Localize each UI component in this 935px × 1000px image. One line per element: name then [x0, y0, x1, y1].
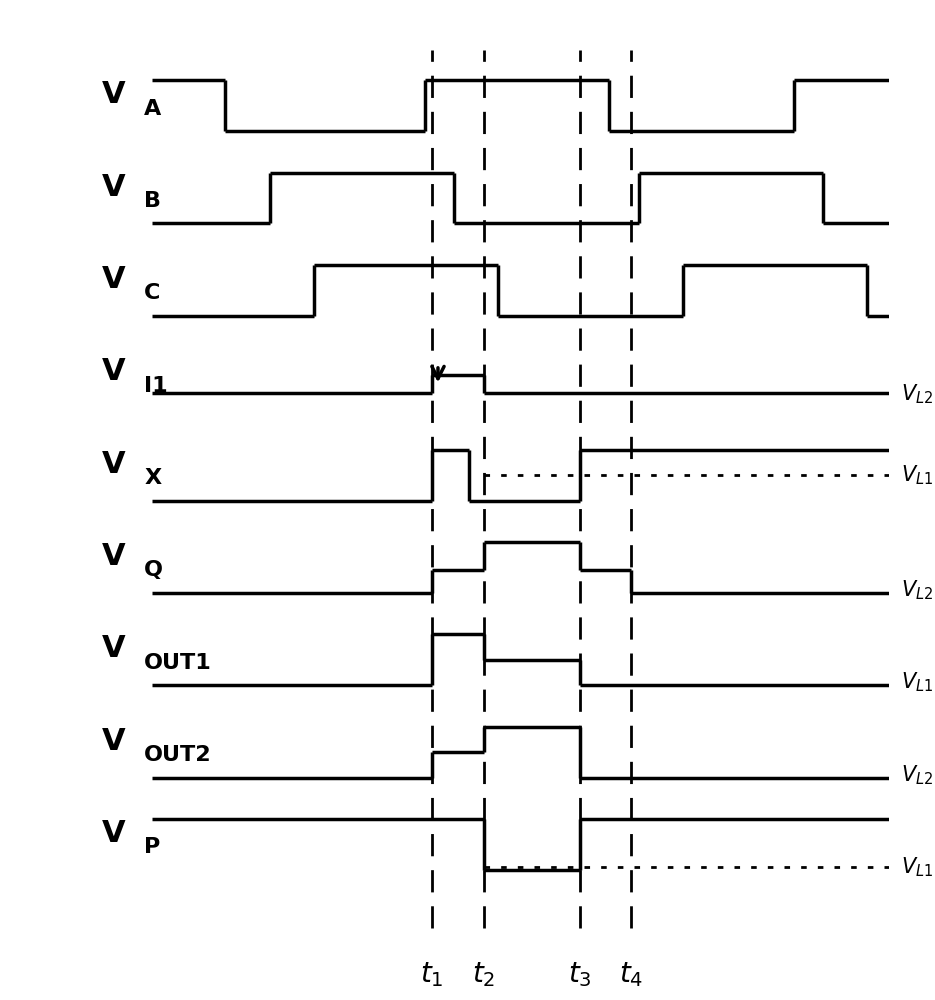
- Text: A: A: [144, 99, 162, 119]
- Text: $V_{L2}$: $V_{L2}$: [900, 579, 933, 602]
- Text: $t_4$: $t_4$: [619, 960, 643, 989]
- Text: C: C: [144, 283, 161, 303]
- Text: I1: I1: [144, 376, 168, 396]
- Text: OUT1: OUT1: [144, 653, 212, 673]
- Text: $t_2$: $t_2$: [472, 960, 496, 989]
- Text: V: V: [102, 357, 126, 386]
- Text: $V_{L1}$: $V_{L1}$: [900, 671, 933, 694]
- Text: V: V: [102, 727, 126, 756]
- Text: V: V: [102, 819, 126, 848]
- Text: X: X: [144, 468, 162, 488]
- Text: P: P: [144, 837, 161, 857]
- Text: V: V: [102, 450, 126, 479]
- Text: $t_1$: $t_1$: [421, 960, 444, 989]
- Text: OUT2: OUT2: [144, 745, 212, 765]
- Text: V: V: [102, 80, 126, 109]
- Text: $t_3$: $t_3$: [568, 960, 592, 989]
- Text: $V_{L2}$: $V_{L2}$: [900, 763, 933, 787]
- Text: V: V: [102, 542, 126, 571]
- Text: $V_{L2}$: $V_{L2}$: [900, 383, 933, 406]
- Text: V: V: [102, 265, 126, 294]
- Text: V: V: [102, 173, 126, 202]
- Text: Q: Q: [144, 560, 164, 580]
- Text: $V_{L1}$: $V_{L1}$: [900, 856, 933, 879]
- Text: V: V: [102, 634, 126, 663]
- Text: $V_{L1}$: $V_{L1}$: [900, 463, 933, 487]
- Text: B: B: [144, 191, 162, 211]
